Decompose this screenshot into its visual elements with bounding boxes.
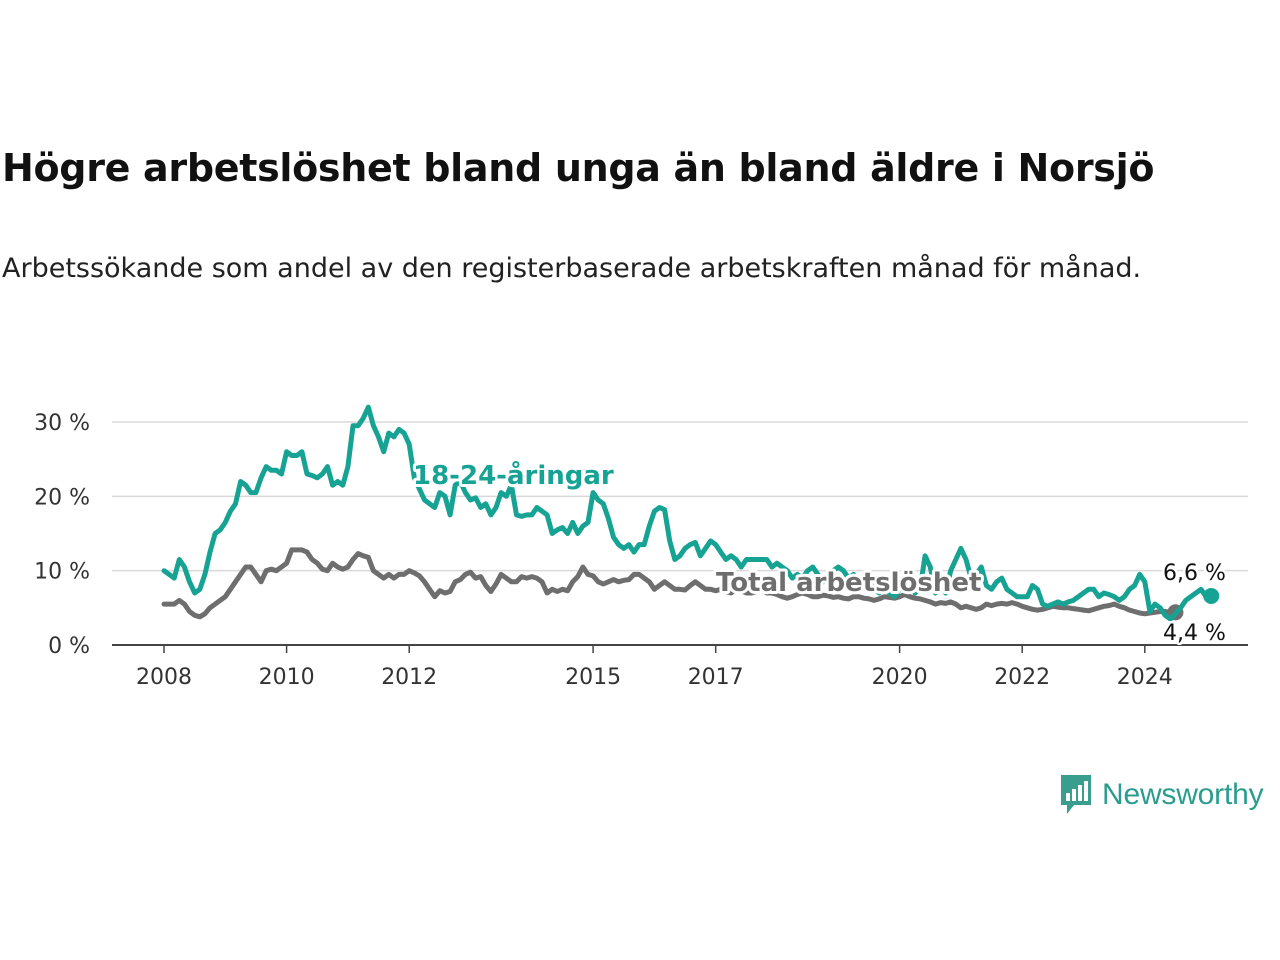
x-tick-label: 2024 <box>1117 665 1173 690</box>
y-tick-label: 10 % <box>34 560 90 585</box>
gridlines <box>112 421 1248 646</box>
x-tick-label: 2017 <box>688 665 744 690</box>
y-tick-label: 0 % <box>48 634 90 659</box>
series-lines <box>161 404 1220 622</box>
x-tick-label: 2020 <box>872 665 928 690</box>
end-point-youth <box>1203 587 1220 604</box>
x-axis-ticks: 2008 2010 2012 2015 2017 2020 2022 2024 <box>136 645 1173 690</box>
y-axis-ticks: 0 % 10 % 20 % 30 % <box>34 411 90 659</box>
series-label-total: Total arbetslöshet <box>716 568 981 598</box>
series-line-youth <box>161 404 1214 622</box>
x-tick-label: 2010 <box>259 665 315 690</box>
chart-subtitle: Arbetssökande som andel av den registerb… <box>2 253 1142 284</box>
newsworthy-logo-icon <box>1061 775 1091 814</box>
series-labels: 18-24-åringar Total arbetslöshet 6,6 % 4… <box>410 456 1228 649</box>
brand-name: Newsworthy <box>1102 778 1264 811</box>
end-value-label-total: 4,4 % <box>1163 621 1226 646</box>
brand-logo: Newsworthy <box>1058 772 1264 818</box>
y-tick-label: 30 % <box>34 411 90 436</box>
x-tick-label: 2015 <box>565 665 621 690</box>
chart-title: Högre arbetslöshet bland unga än bland ä… <box>2 146 1155 190</box>
y-tick-label: 20 % <box>34 485 90 510</box>
end-value-label-youth: 6,6 % <box>1163 561 1226 586</box>
x-tick-label: 2008 <box>136 665 192 690</box>
series-line-total <box>161 547 1178 620</box>
x-tick-label: 2012 <box>381 665 437 690</box>
x-tick-label: 2022 <box>994 665 1050 690</box>
series-label-youth: 18-24-åringar <box>413 459 614 491</box>
